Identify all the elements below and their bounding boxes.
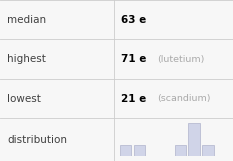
Text: median: median [7,15,46,25]
Text: 63 e: 63 e [121,15,146,25]
Text: lowest: lowest [7,94,41,104]
Text: 71 e: 71 e [121,54,147,64]
Bar [134,145,145,156]
Text: distribution: distribution [7,135,67,145]
Text: highest: highest [7,54,46,64]
Bar [120,145,131,156]
Bar [202,145,214,156]
Text: (lutetium): (lutetium) [157,55,205,64]
Bar [188,123,200,156]
Bar [175,145,186,156]
Text: (scandium): (scandium) [157,94,211,103]
Text: 21 e: 21 e [121,94,146,104]
